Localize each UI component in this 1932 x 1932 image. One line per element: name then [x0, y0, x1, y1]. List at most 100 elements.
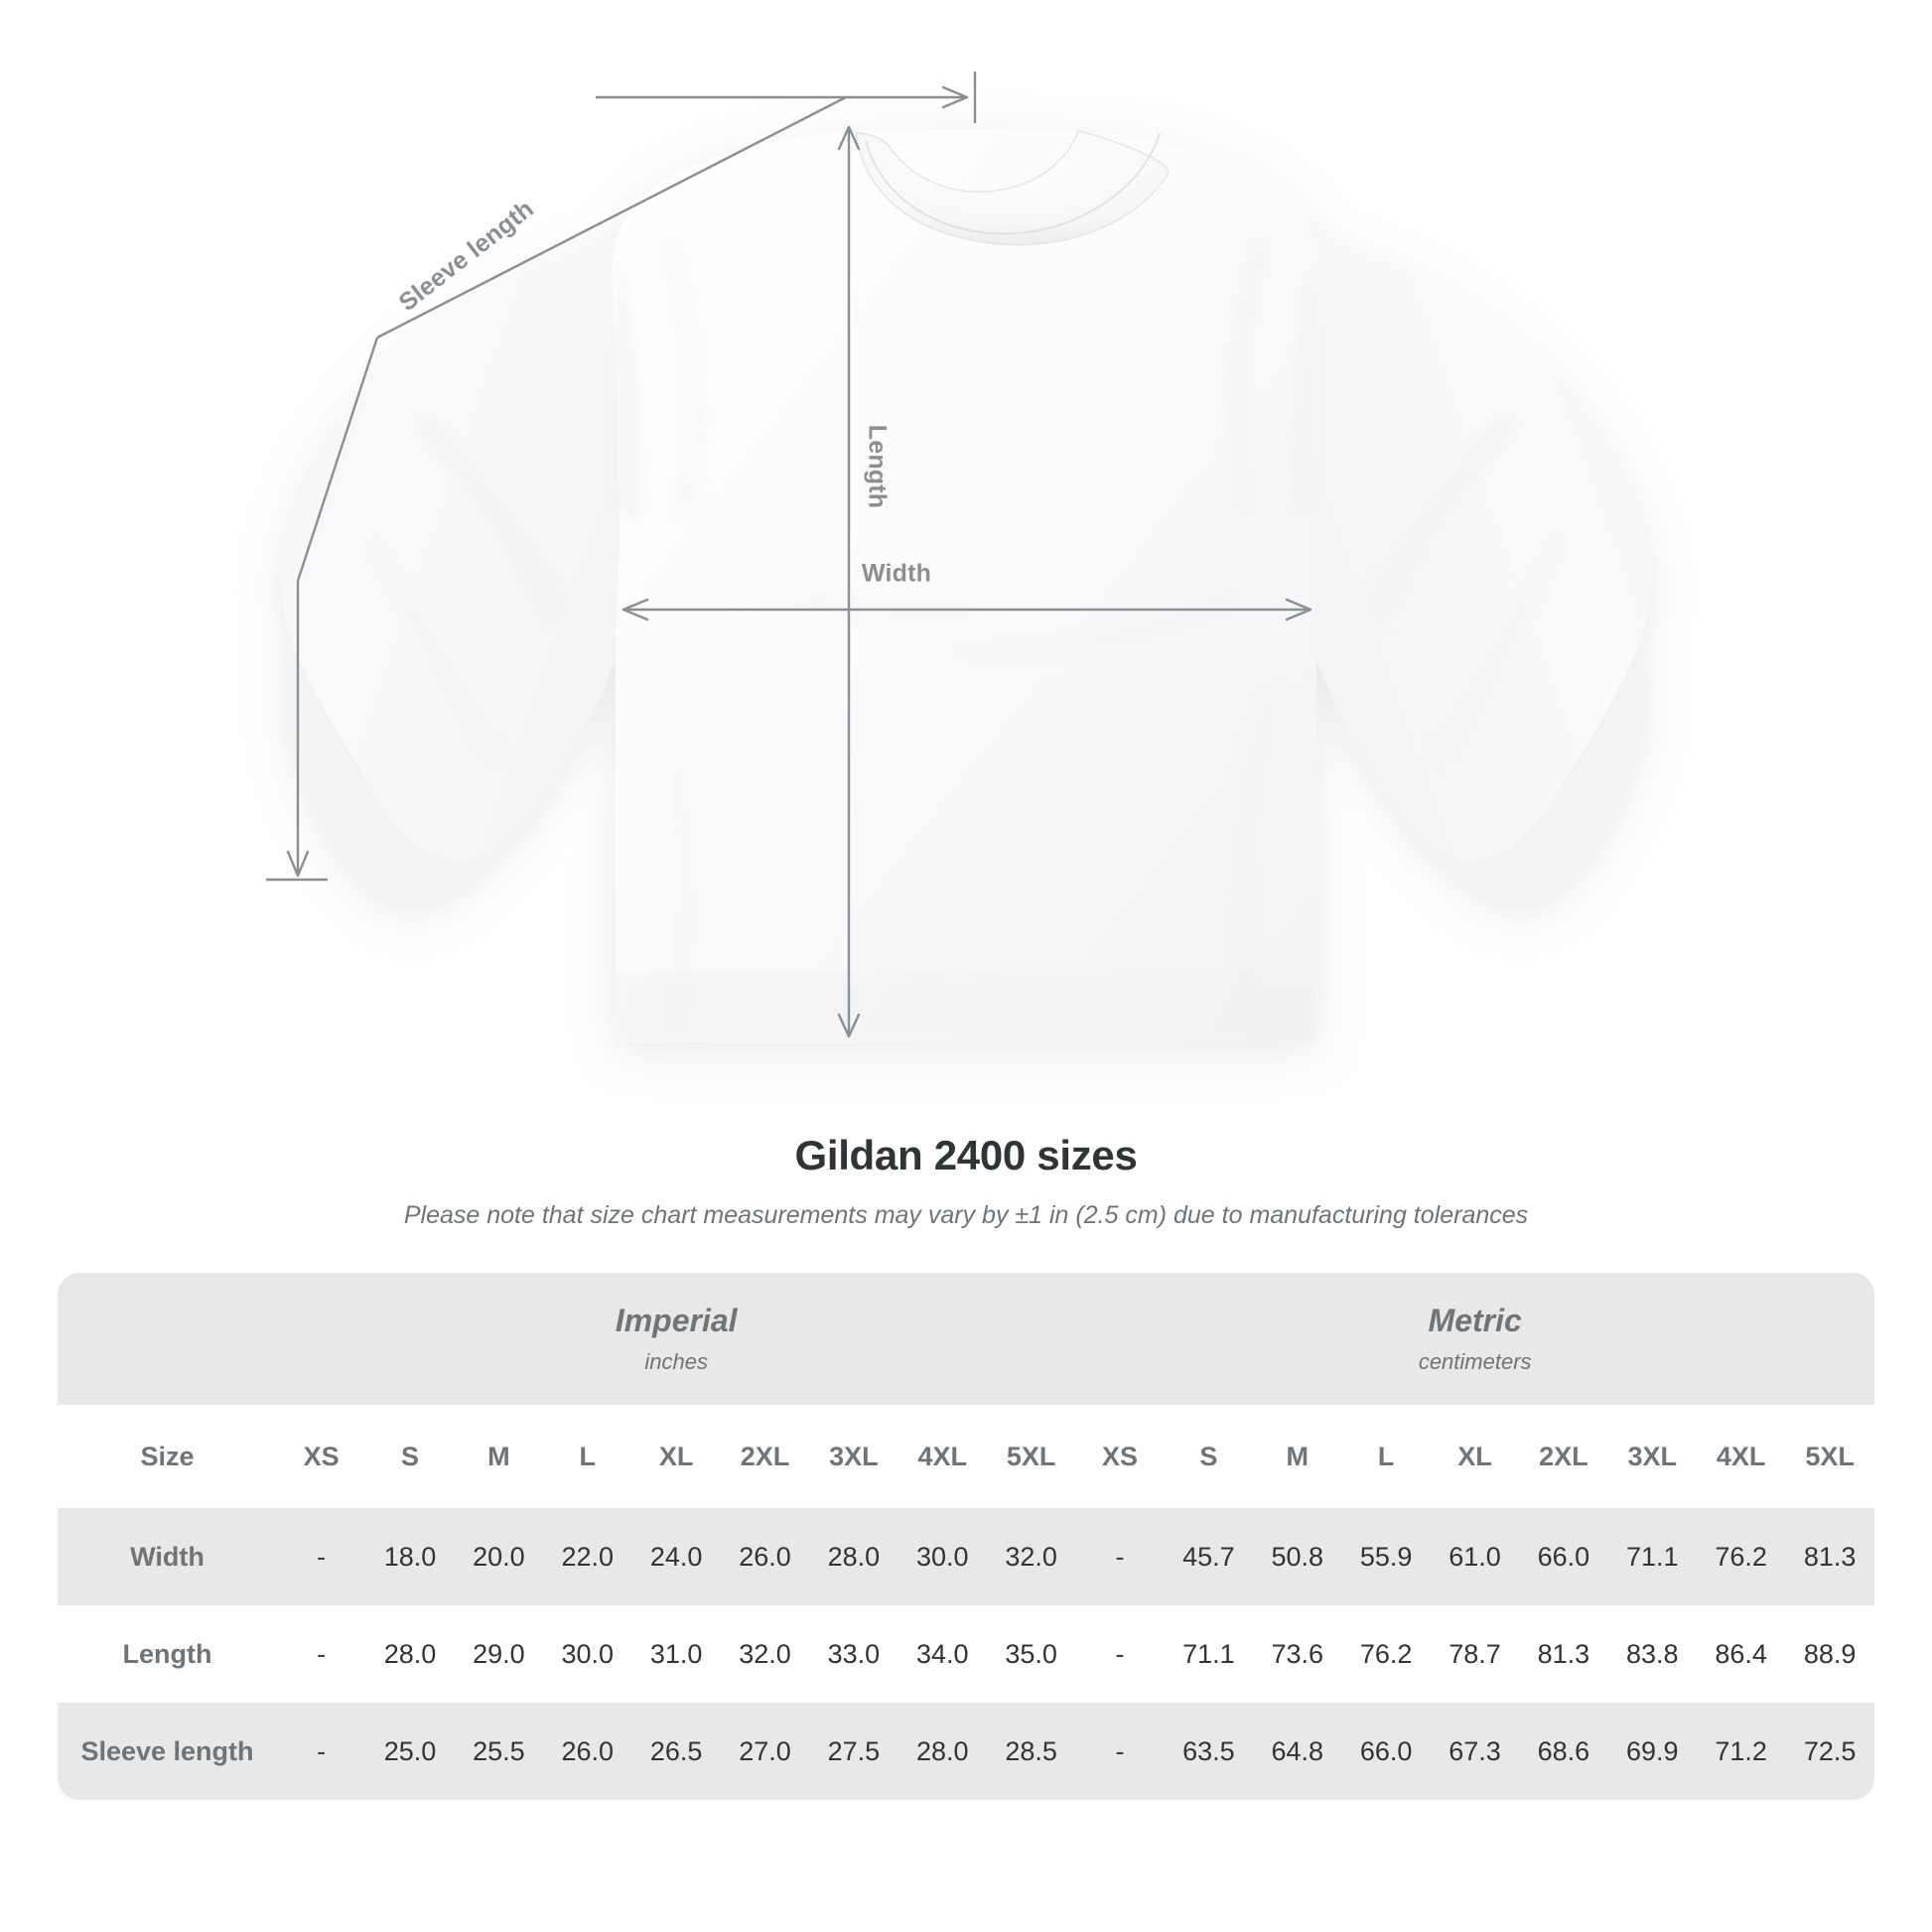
- cell-length-imperial-l: 30.0: [543, 1605, 632, 1703]
- row-label-width: Width: [58, 1508, 277, 1605]
- size-corner-label: Size: [58, 1405, 277, 1508]
- cell-sleeve-metric-xl: 67.3: [1430, 1703, 1520, 1800]
- size-header-metric-xs: XS: [1075, 1405, 1165, 1508]
- cell-sleeve-imperial-xl: 26.5: [631, 1703, 721, 1800]
- size-header-imperial-s: S: [365, 1405, 455, 1508]
- cell-length-imperial-m: 29.0: [454, 1605, 544, 1703]
- cell-width-metric-s: 45.7: [1164, 1508, 1254, 1605]
- metric-sub-label: centimeters: [1418, 1349, 1532, 1374]
- length-dimension-label: Length: [863, 424, 892, 509]
- row-label-sleeve-length: Sleeve length: [58, 1703, 277, 1800]
- size-table: Imperial inches Metric centimeters Size …: [58, 1273, 1874, 1800]
- size-header-metric-5xl: 5XL: [1785, 1405, 1874, 1508]
- size-header-imperial-l: L: [543, 1405, 632, 1508]
- cell-width-metric-xs: -: [1075, 1508, 1165, 1605]
- cell-length-metric-l: 76.2: [1341, 1605, 1431, 1703]
- cell-length-metric-5xl: 88.9: [1785, 1605, 1874, 1703]
- cell-sleeve-metric-5xl: 72.5: [1785, 1703, 1874, 1800]
- cell-width-imperial-3xl: 28.0: [809, 1508, 898, 1605]
- fabric-shading: [616, 258, 1316, 1042]
- shirt-body-group: [281, 129, 1651, 1042]
- title-block: Gildan 2400 sizes Please note that size …: [0, 1132, 1932, 1230]
- cell-sleeve-metric-m: 64.8: [1253, 1703, 1342, 1800]
- cell-sleeve-metric-3xl: 69.9: [1607, 1703, 1697, 1800]
- cell-width-imperial-s: 18.0: [365, 1508, 455, 1605]
- cell-sleeve-imperial-m: 25.5: [454, 1703, 544, 1800]
- size-header-imperial-xs: XS: [276, 1405, 366, 1508]
- cell-length-imperial-s: 28.0: [365, 1605, 455, 1703]
- size-header-metric-s: S: [1164, 1405, 1254, 1508]
- page-title: Gildan 2400 sizes: [794, 1132, 1138, 1178]
- size-header-metric-2xl: 2XL: [1519, 1405, 1608, 1508]
- cell-sleeve-imperial-2xl: 27.0: [720, 1703, 810, 1800]
- cell-width-metric-m: 50.8: [1253, 1508, 1342, 1605]
- row-label-length: Length: [58, 1605, 277, 1703]
- cell-width-imperial-xs: -: [276, 1508, 366, 1605]
- cell-sleeve-metric-s: 63.5: [1164, 1703, 1254, 1800]
- cell-width-imperial-xl: 24.0: [631, 1508, 721, 1605]
- size-header-imperial-2xl: 2XL: [720, 1405, 810, 1508]
- table-row: Length - 28.0 29.0 30.0 31.0 32.0 33.0 3…: [58, 1605, 1874, 1703]
- cell-length-metric-4xl: 86.4: [1696, 1605, 1786, 1703]
- size-header-metric-m: M: [1253, 1405, 1342, 1508]
- cell-sleeve-imperial-5xl: 28.5: [986, 1703, 1076, 1800]
- size-header-imperial-xl: XL: [631, 1405, 721, 1508]
- cell-sleeve-imperial-l: 26.0: [543, 1703, 632, 1800]
- cell-length-imperial-5xl: 35.0: [986, 1605, 1076, 1703]
- metric-unit-cell: Metric centimeters: [1075, 1273, 1874, 1405]
- cell-sleeve-metric-xs: -: [1075, 1703, 1165, 1800]
- cell-width-metric-5xl: 81.3: [1785, 1508, 1874, 1605]
- cell-width-metric-3xl: 71.1: [1607, 1508, 1697, 1605]
- cell-length-imperial-2xl: 32.0: [720, 1605, 810, 1703]
- cell-length-imperial-xs: -: [276, 1605, 366, 1703]
- size-header-metric-l: L: [1341, 1405, 1431, 1508]
- cell-sleeve-imperial-xs: -: [276, 1703, 366, 1800]
- cell-length-metric-3xl: 83.8: [1607, 1605, 1697, 1703]
- unit-banner-row: Imperial inches Metric centimeters: [58, 1273, 1874, 1405]
- size-header-imperial-3xl: 3XL: [809, 1405, 898, 1508]
- size-header-row: Size XS S M L XL 2XL 3XL 4XL 5XL XS S M …: [58, 1405, 1874, 1508]
- cell-sleeve-imperial-s: 25.0: [365, 1703, 455, 1800]
- sleeve-diagonal-lower: [296, 337, 379, 582]
- size-header-metric-xl: XL: [1430, 1405, 1520, 1508]
- imperial-label: Imperial: [615, 1303, 738, 1338]
- cell-sleeve-metric-4xl: 71.2: [1696, 1703, 1786, 1800]
- imperial-unit-cell: Imperial inches: [276, 1273, 1076, 1405]
- cell-width-imperial-2xl: 26.0: [720, 1508, 810, 1605]
- cell-sleeve-metric-l: 66.0: [1341, 1703, 1431, 1800]
- sleeve-diagonal-upper: [376, 95, 847, 340]
- cell-sleeve-metric-2xl: 68.6: [1519, 1703, 1608, 1800]
- size-header-metric-4xl: 4XL: [1696, 1405, 1786, 1508]
- width-dimension-label: Width: [861, 559, 932, 588]
- cell-width-metric-4xl: 76.2: [1696, 1508, 1786, 1605]
- size-table-container: Imperial inches Metric centimeters Size …: [58, 1273, 1874, 1800]
- cell-width-imperial-m: 20.0: [454, 1508, 544, 1605]
- cell-width-imperial-5xl: 32.0: [986, 1508, 1076, 1605]
- cell-length-imperial-3xl: 33.0: [809, 1605, 898, 1703]
- cell-length-metric-xs: -: [1075, 1605, 1165, 1703]
- table-row: Width - 18.0 20.0 22.0 24.0 26.0 28.0 30…: [58, 1508, 1874, 1605]
- cell-width-metric-xl: 61.0: [1430, 1508, 1520, 1605]
- size-header-imperial-4xl: 4XL: [897, 1405, 987, 1508]
- size-header-imperial-5xl: 5XL: [986, 1405, 1076, 1508]
- dimension-lines: [266, 71, 1312, 1038]
- cell-length-imperial-4xl: 34.0: [897, 1605, 987, 1703]
- cell-length-metric-xl: 78.7: [1430, 1605, 1520, 1703]
- garment-illustration: Width Length Sleeve length: [266, 71, 1651, 1042]
- cell-width-metric-2xl: 66.0: [1519, 1508, 1608, 1605]
- cell-length-metric-2xl: 81.3: [1519, 1605, 1608, 1703]
- unit-spacer-cell: [58, 1273, 277, 1405]
- cell-sleeve-imperial-3xl: 27.5: [809, 1703, 898, 1800]
- imperial-sub-label: inches: [644, 1349, 708, 1374]
- cell-width-imperial-l: 22.0: [543, 1508, 632, 1605]
- cell-sleeve-imperial-4xl: 28.0: [897, 1703, 987, 1800]
- long-sleeve-shirt-svg: [266, 71, 1651, 1042]
- cell-length-metric-s: 71.1: [1164, 1605, 1254, 1703]
- tolerance-note: Please note that size chart measurements…: [403, 1201, 1529, 1229]
- cell-length-metric-m: 73.6: [1253, 1605, 1342, 1703]
- cell-width-imperial-4xl: 30.0: [897, 1508, 987, 1605]
- metric-label: Metric: [1428, 1303, 1522, 1338]
- size-header-metric-3xl: 3XL: [1607, 1405, 1697, 1508]
- size-header-imperial-m: M: [454, 1405, 544, 1508]
